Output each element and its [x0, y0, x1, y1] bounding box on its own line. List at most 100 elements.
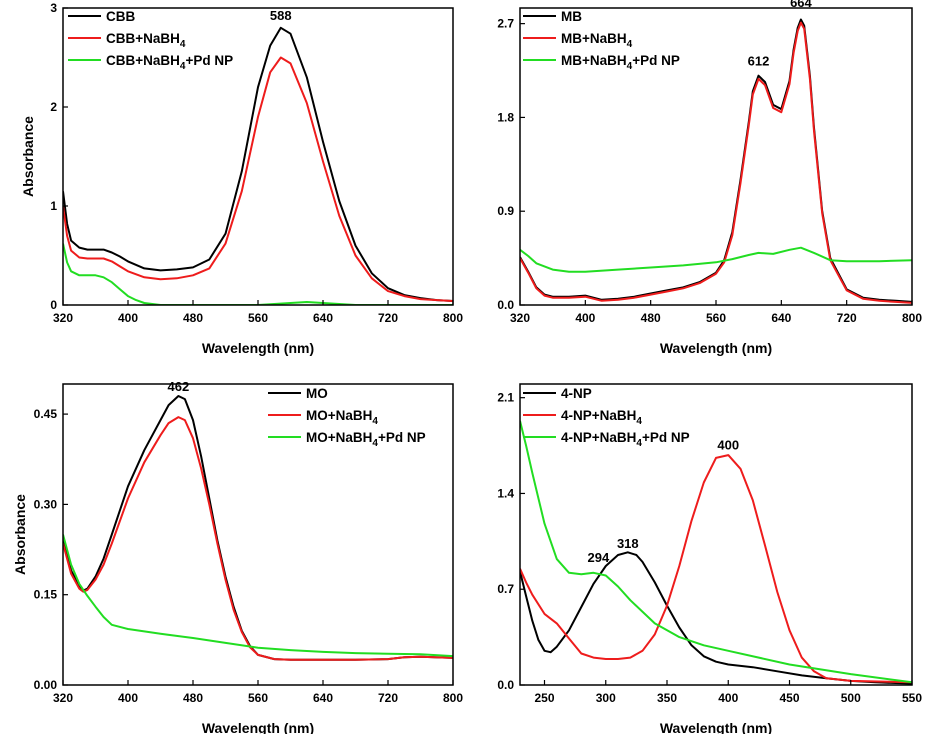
- peak-annotation: 400: [717, 438, 739, 453]
- x-tick-label: 400: [118, 691, 138, 705]
- x-tick-label: 400: [575, 311, 595, 325]
- legend-entry: MB+NaBH4: [561, 31, 633, 50]
- y-tick-label: 0: [50, 298, 57, 312]
- legend-entry-subscript: 4: [636, 438, 642, 449]
- legend-entry-subscript: 4: [627, 61, 633, 72]
- y-tick-label: 2.7: [497, 17, 514, 31]
- x-tick-label: 720: [378, 311, 398, 325]
- x-tick-label: 800: [902, 311, 922, 325]
- chart-panel-top-right: 320 400 480 560 640 720 800 0.0 0.9 1.8 2.7 Wavelen…: [497, 0, 922, 356]
- legend-entry: MO: [306, 386, 328, 401]
- x-axis-title: Wavelength (nm): [202, 720, 314, 734]
- series-line-3: [520, 420, 912, 684]
- legend-entry-suffix: +Pd NP: [642, 430, 690, 445]
- y-tick-label: 0.0: [497, 298, 514, 312]
- x-tick-label: 560: [248, 691, 268, 705]
- legend-entry-subscript: 4: [180, 61, 186, 72]
- x-tick-label: 500: [841, 691, 861, 705]
- x-tick-label: 320: [53, 311, 73, 325]
- legend-entry-suffix: +Pd NP: [632, 53, 680, 68]
- y-tick-label: 0.0: [497, 678, 514, 692]
- plot-frame: [519, 383, 913, 686]
- legend-entry-subscript: 4: [180, 39, 186, 50]
- chart-panel-top-left: 320 400 480 560 640 720 800 0 1 2 3 Wavelength (nm)…: [20, 1, 463, 356]
- y-tick-label: 0.15: [34, 588, 58, 602]
- y-tick-label: 0.30: [34, 497, 58, 511]
- x-tick-label: 560: [706, 311, 726, 325]
- legend-entry-name: CBB+NaBH: [106, 31, 180, 46]
- y-tick-label: 0.9: [497, 204, 514, 218]
- legend-entry: MB: [561, 9, 582, 24]
- series-line-1: [63, 26, 453, 302]
- legend-entry-suffix: +Pd NP: [378, 430, 426, 445]
- legend-entry-subscript: 4: [636, 416, 642, 427]
- legend-entry-name: MB+NaBH: [561, 31, 627, 46]
- x-tick-label: 800: [443, 691, 463, 705]
- legend-entry-name: CBB+NaBH: [106, 53, 180, 68]
- series-line-2: [63, 56, 453, 302]
- x-tick-label: 640: [313, 311, 333, 325]
- y-tick-label: 3: [50, 1, 57, 15]
- series-line-3: [63, 243, 453, 305]
- x-tick-label: 550: [902, 691, 922, 705]
- chart-panel-bottom-right: 250 300 350 400 450 500 550 0.0 0.7 1.4 2.1 Wavelen…: [497, 383, 922, 734]
- x-axis-title: Wavelength (nm): [660, 720, 772, 734]
- series-line-1: [520, 551, 912, 685]
- legend-entry: CBB: [106, 9, 135, 24]
- legend-entry: 4-NP+NaBH4: [561, 408, 642, 427]
- legend-entry-name: MO: [306, 386, 328, 401]
- x-tick-label: 800: [443, 311, 463, 325]
- peak-annotation: 294: [588, 550, 610, 565]
- x-tick-label: 400: [118, 311, 138, 325]
- legend-entry-subscript: 4: [372, 416, 378, 427]
- legend-entry-subscript: 4: [372, 438, 378, 449]
- x-tick-label: 250: [534, 691, 554, 705]
- y-tick-label: 0.45: [34, 407, 58, 421]
- series-line-3: [520, 246, 912, 273]
- x-tick-label: 480: [641, 311, 661, 325]
- legend-entry: MO+NaBH4+Pd NP: [306, 430, 426, 449]
- x-tick-label: 400: [718, 691, 738, 705]
- legend-entry-suffix: +Pd NP: [185, 53, 233, 68]
- legend-entry: CBB+NaBH4: [106, 31, 186, 50]
- legend-entry-name: MO+NaBH: [306, 408, 372, 423]
- legend-entry: MO+NaBH4: [306, 408, 378, 427]
- legend-entry: CBB+NaBH4+Pd NP: [106, 53, 233, 72]
- y-tick-label: 2: [50, 100, 57, 114]
- legend-entry-name: 4-NP: [561, 386, 592, 401]
- series-line-3: [63, 534, 453, 658]
- legend-entry: 4-NP+NaBH4+Pd NP: [561, 430, 690, 449]
- y-axis-title: Absorbance: [20, 116, 36, 197]
- peak-annotation: 612: [748, 53, 770, 68]
- legend-entry: MB+NaBH4+Pd NP: [561, 53, 680, 72]
- y-tick-label: 2.1: [497, 391, 514, 405]
- x-tick-label: 640: [313, 691, 333, 705]
- x-axis-title: Wavelength (nm): [202, 340, 314, 356]
- x-tick-label: 720: [837, 311, 857, 325]
- x-tick-label: 480: [183, 691, 203, 705]
- peak-annotation: 588: [270, 8, 292, 23]
- y-tick-label: 1.4: [497, 486, 514, 500]
- x-tick-label: 560: [248, 311, 268, 325]
- y-tick-label: 0.00: [34, 678, 58, 692]
- peak-annotation: 462: [168, 379, 190, 394]
- legend-entry-name: MB+NaBH: [561, 53, 627, 68]
- y-tick-label: 1.8: [497, 110, 514, 124]
- series-line-2: [520, 21, 912, 304]
- legend-entry: 4-NP: [561, 386, 592, 401]
- legend-entry-name: MO+NaBH: [306, 430, 372, 445]
- x-tick-label: 480: [183, 311, 203, 325]
- y-tick-label: 0.7: [497, 582, 514, 596]
- x-tick-label: 320: [53, 691, 73, 705]
- peak-annotation: 318: [617, 536, 639, 551]
- x-tick-label: 720: [378, 691, 398, 705]
- y-axis-title: Absorbance: [12, 494, 28, 575]
- x-tick-label: 640: [771, 311, 791, 325]
- chart-panel-bottom-left: 320 400 480 560 640 720 800 0.00 0.15 0.30 0.45 Wav…: [12, 379, 463, 734]
- x-tick-label: 320: [510, 311, 530, 325]
- legend-entry-name: CBB: [106, 9, 135, 24]
- series-line-2: [520, 454, 912, 684]
- legend-entry-subscript: 4: [627, 39, 633, 50]
- legend-entry-name: MB: [561, 9, 582, 24]
